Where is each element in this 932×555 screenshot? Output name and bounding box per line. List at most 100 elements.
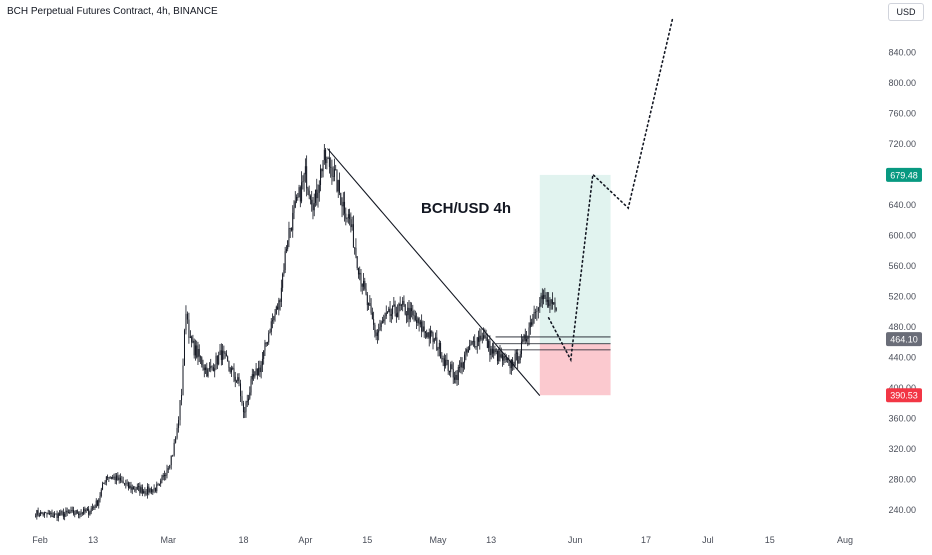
candle-body (397, 312, 399, 318)
y-tick-label: 520.00 (888, 292, 916, 302)
candle-body (108, 477, 110, 479)
candle-body (472, 340, 474, 342)
candle-body (166, 469, 168, 476)
candle-body (368, 303, 370, 306)
candle-body (90, 508, 92, 512)
candle-body (379, 327, 381, 331)
candle-body (337, 180, 339, 192)
candle-body (283, 270, 285, 275)
candle-body (256, 368, 258, 376)
candle-body (351, 224, 353, 228)
candle-body (249, 392, 251, 399)
candle-body (47, 513, 49, 515)
candle-body (465, 349, 467, 355)
y-tick-label: 320.00 (888, 444, 916, 454)
candle-body (427, 332, 429, 337)
candle-body (550, 299, 552, 304)
candle-body (292, 212, 294, 231)
candle-body (494, 349, 496, 352)
candle-body (429, 330, 431, 339)
candle-body (447, 359, 449, 372)
candle-body (51, 512, 53, 518)
candle-body (280, 287, 282, 302)
candle-body (223, 350, 225, 354)
candle-body (356, 256, 358, 269)
candle-body (76, 510, 78, 514)
candle-body (489, 340, 491, 356)
candle-body (116, 475, 118, 481)
candle-body (66, 510, 68, 513)
candle-body (36, 510, 38, 517)
candle-body (233, 368, 235, 377)
candle-body (40, 512, 42, 516)
candle-body (61, 511, 63, 513)
candle-body (103, 483, 105, 484)
candle-body (548, 299, 550, 306)
price-tag-target (886, 167, 922, 182)
candle-body (206, 367, 208, 377)
candle-body (502, 354, 504, 361)
candle-body (289, 228, 291, 229)
candle-body (340, 192, 342, 205)
candle-body (125, 483, 127, 485)
price-tag-last (886, 332, 922, 347)
candle-body (140, 487, 142, 493)
candle-body (460, 362, 462, 368)
candle-body (234, 376, 236, 381)
candle-body (86, 508, 88, 511)
candle-body (403, 300, 405, 305)
candle-body (176, 427, 178, 438)
candle-body (519, 354, 521, 360)
candle-body (244, 411, 246, 413)
candle-body (349, 214, 351, 220)
candle-body (78, 513, 80, 515)
candle-body (549, 303, 551, 306)
candle-body (412, 311, 414, 316)
currency-button[interactable]: USD (888, 3, 924, 21)
candle-body (384, 315, 386, 320)
candle-body (321, 168, 323, 172)
candle-body (130, 485, 132, 490)
candle-body (227, 356, 229, 362)
candle-body (478, 337, 480, 342)
candle-body (153, 487, 155, 490)
candle-body (228, 361, 230, 368)
candle-body (435, 337, 437, 339)
candle-body (507, 358, 509, 360)
candle-body (323, 149, 325, 161)
candle-body (89, 511, 91, 515)
candle-body (423, 326, 425, 332)
candle-body (165, 475, 167, 477)
candle-body (438, 342, 440, 349)
candle-body (237, 377, 239, 382)
candle-body (207, 369, 209, 377)
price-tag-label-target: 679.48 (890, 170, 918, 180)
candle-body (264, 342, 266, 351)
candle-body (48, 513, 50, 515)
candle-body (91, 507, 93, 509)
candle-body (270, 321, 272, 332)
candle-body (198, 348, 200, 357)
candle-body (520, 341, 522, 355)
candle-body (285, 249, 287, 252)
price-tag-label-last: 464.10 (890, 335, 918, 345)
candle-body (65, 510, 67, 514)
candle-body (408, 307, 410, 320)
candle-body (83, 508, 85, 514)
candle-body (481, 338, 483, 340)
candle-body (522, 339, 524, 342)
candle-body (464, 354, 466, 363)
y-tick-label: 560.00 (888, 261, 916, 271)
candle-body (374, 324, 376, 333)
candle-body (371, 312, 373, 320)
candle-body (533, 312, 535, 319)
candle-body (318, 184, 320, 193)
candle-body (88, 508, 90, 515)
candle-body (517, 352, 519, 364)
candle-body (202, 364, 204, 368)
candle-body (60, 511, 62, 515)
x-tick-label: 15 (362, 535, 372, 545)
candle-body (378, 330, 380, 333)
